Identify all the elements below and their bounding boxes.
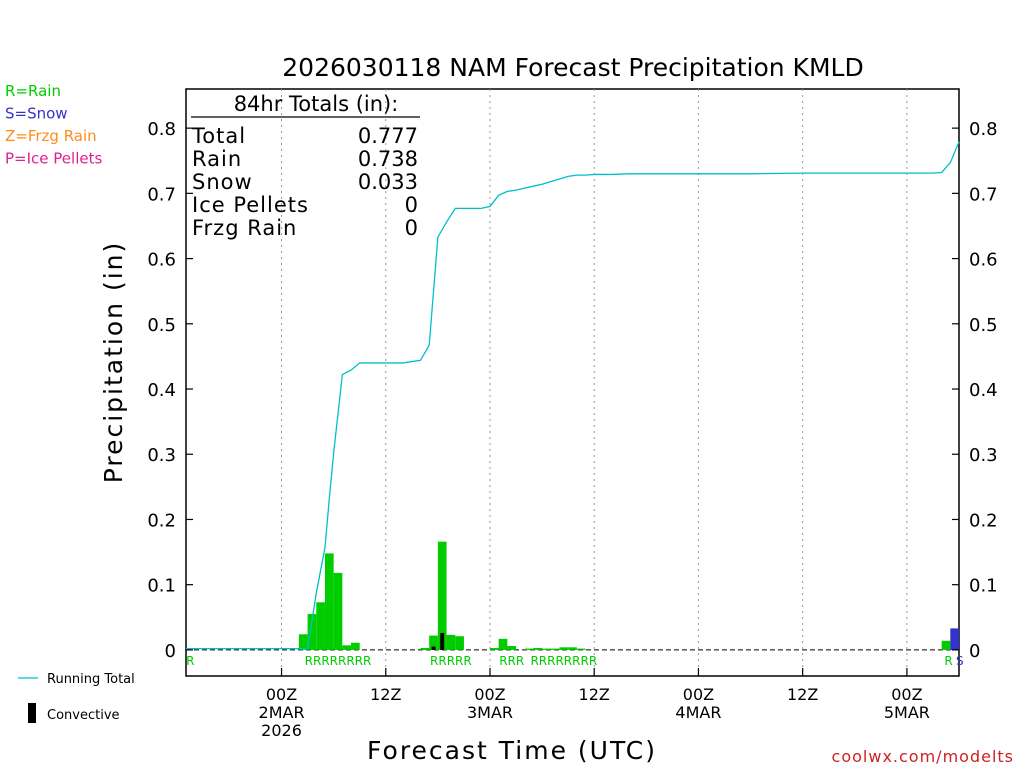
y-tick-label-left: 0.1 — [147, 576, 176, 597]
convective-legend-swatch — [28, 703, 36, 723]
precip-type-label: R — [186, 654, 194, 668]
totals-box: 84hr Totals (in): Total 0.777 Rain 0.738 Sno… — [191, 92, 420, 240]
precip-type-label: R — [944, 654, 952, 668]
y-tick-label-right: 0.1 — [969, 576, 998, 597]
rain-bar — [941, 640, 951, 650]
series-legend: Running Total Convective — [18, 672, 135, 723]
type-legend-entry: R=Rain — [5, 82, 61, 100]
totals-value: 0 — [405, 216, 418, 240]
precip-type-label: RRRRR — [430, 654, 472, 668]
rain-bar — [576, 648, 586, 650]
x-tick-label: 4MAR — [675, 703, 721, 722]
rain-bar — [533, 647, 543, 650]
x-tick-label: 12Z — [370, 685, 401, 704]
rain-bar — [559, 647, 569, 650]
rain-bar — [550, 648, 560, 650]
totals-label: Total — [191, 124, 246, 148]
rain-bar — [316, 602, 325, 650]
bars-layer — [298, 541, 959, 650]
snow-bar — [950, 628, 959, 650]
y-tick-label-left: 0.3 — [147, 445, 176, 466]
convective-bar — [440, 632, 445, 650]
rain-bar — [446, 634, 456, 650]
precip-type-label: S — [956, 654, 964, 668]
totals-value: 0.777 — [358, 124, 418, 148]
rain-bar — [455, 636, 464, 650]
y-tick-label-left: 0.8 — [147, 119, 176, 140]
totals-heading: 84hr Totals (in): — [234, 92, 399, 116]
y-tick-label-right: 0 — [969, 641, 980, 662]
totals-label: Frzg Rain — [192, 216, 297, 240]
y-axis-ticks: 0 00.1 0.10.2 0.20.3 0.30.4 0.40.5 0.50.6 0.60.… — [147, 119, 997, 662]
rain-bar — [524, 648, 534, 650]
y-tick-label-right: 0.8 — [969, 119, 998, 140]
rain-bar — [542, 648, 551, 650]
x-tick-label: 12Z — [579, 685, 610, 704]
running-total-legend-label: Running Total — [47, 672, 135, 687]
y-tick-label-left: 0.7 — [147, 184, 176, 205]
y-tick-label-left: 0.2 — [147, 510, 176, 531]
chart-title: 2026030118 NAM Forecast Precipitation KM… — [282, 53, 863, 82]
precip-type-rows: R RRRRRRRR RRRRR RRR RRRRRRRR R S — [186, 654, 964, 668]
totals-value: 0 — [405, 193, 418, 217]
rain-bar — [489, 647, 499, 650]
x-tick-label: 3MAR — [467, 703, 513, 722]
totals-value: 0.738 — [358, 147, 418, 171]
y-tick-label-right: 0.4 — [969, 380, 998, 401]
credit-text: coolwx.com/modelts — [832, 747, 1014, 766]
y-tick-label-right: 0.5 — [969, 315, 998, 336]
convective-bar — [431, 646, 436, 650]
rain-bar — [507, 645, 517, 650]
x-axis-label: Forecast Time (UTC) — [367, 736, 657, 765]
type-legend-entry: P=Ice Pellets — [5, 150, 102, 168]
y-tick-label-right: 0.6 — [969, 250, 998, 271]
x-tick-label: 00Z — [474, 685, 505, 704]
rain-bar — [342, 645, 352, 650]
x-tick-label: 2026 — [261, 721, 302, 740]
rain-bar — [498, 638, 508, 650]
rain-bar — [307, 614, 317, 650]
x-tick-label: 00Z — [683, 685, 714, 704]
running-total-line — [186, 141, 960, 650]
x-tick-label: 12Z — [787, 685, 818, 704]
plot-frame — [185, 88, 960, 677]
x-tick-label: 00Z — [891, 685, 922, 704]
rain-bar — [333, 572, 343, 650]
x-tick-label: 00Z — [266, 685, 297, 704]
rain-bar — [324, 553, 334, 650]
type-legend-entry: Z=Frzg Rain — [5, 127, 97, 145]
precip-type-label: RRRRRRRR — [305, 654, 372, 668]
precip-type-label: RRRRRRRR — [530, 654, 597, 668]
type-legend-entry: S=Snow — [5, 105, 68, 123]
x-tick-label: 2MAR — [259, 703, 305, 722]
precip-type-label: RRR — [499, 654, 524, 668]
x-tick-label: 5MAR — [884, 703, 930, 722]
convective-legend-label: Convective — [47, 708, 120, 723]
rain-bar — [568, 647, 577, 650]
totals-label: Ice Pellets — [192, 193, 309, 217]
y-tick-label-right: 0.7 — [969, 184, 998, 205]
totals-value: 0.033 — [358, 170, 418, 194]
y-axis-label: Precipitation (in) — [99, 241, 128, 484]
y-tick-label-left: 0.5 — [147, 315, 176, 336]
gridlines — [281, 89, 908, 676]
rain-bar — [420, 647, 430, 650]
precip-type-legend: R=Rain S=Snow Z=Frzg Rain P=Ice Pellets — [5, 82, 102, 168]
rain-bar — [351, 642, 360, 650]
rain-bar — [437, 541, 447, 650]
y-tick-label-right: 0.3 — [969, 445, 998, 466]
totals-rows: Total 0.777 Rain 0.738 Snow 0.033 Ice Pellets 0… — [191, 124, 418, 240]
rain-bar — [429, 635, 438, 650]
y-tick-label-left: 0.6 — [147, 250, 176, 271]
totals-label: Rain — [192, 147, 242, 171]
y-tick-label-left: 0 — [165, 641, 176, 662]
y-tick-label-right: 0.2 — [969, 510, 998, 531]
rain-bar — [298, 634, 308, 650]
totals-label: Snow — [192, 170, 253, 194]
y-tick-label-left: 0.4 — [147, 380, 176, 401]
